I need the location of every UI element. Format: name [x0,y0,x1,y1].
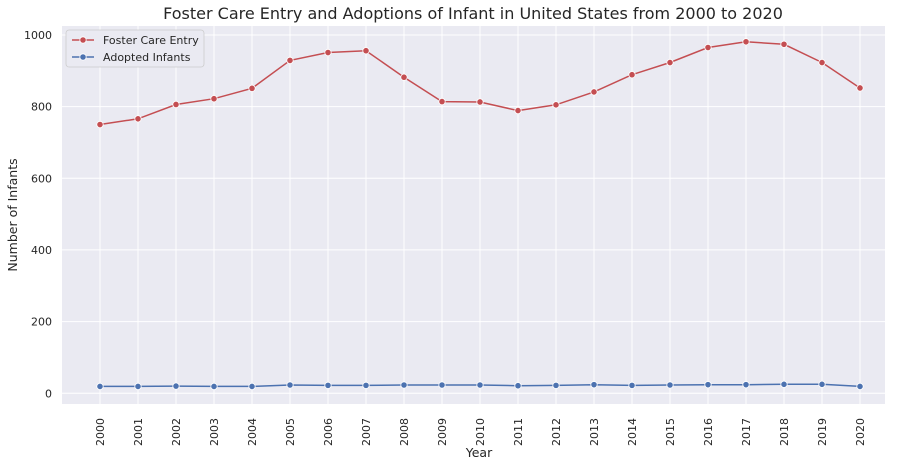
x-tick-label: 2009 [436,418,449,446]
data-point [172,382,180,390]
y-tick-label: 200 [31,316,52,329]
data-point [666,381,674,389]
data-point [628,71,636,79]
data-point [704,381,712,389]
data-point [210,95,218,103]
legend-box [65,29,205,68]
y-tick-label: 600 [31,172,52,185]
data-point [476,98,484,106]
x-tick-label: 2000 [94,418,107,446]
data-point [590,381,598,389]
legend-marker [79,36,87,44]
data-point [514,106,522,115]
data-point [552,101,560,109]
data-point [628,381,636,389]
data-point [590,88,598,96]
data-point [248,382,256,391]
x-tick-label: 2007 [360,418,373,446]
plot-area [62,26,885,404]
legend-label: Adopted Infants [103,51,191,64]
x-axis-label: Year [465,445,493,460]
data-point [856,382,864,391]
data-point [666,58,674,67]
legend: Foster Care Entry Adopted Infants [65,29,205,68]
y-tick-label: 800 [31,101,52,114]
x-tick-label: 2001 [132,418,145,446]
x-tick-label: 2017 [740,418,753,446]
x-tick-label: 2013 [588,418,601,446]
y-tick-labels: 0 200 400 600 800 1000 [24,29,52,400]
data-point [362,47,370,55]
x-tick-label: 2005 [284,418,297,446]
chart-title: Foster Care Entry and Adoptions of Infan… [163,4,783,23]
y-tick-label: 0 [45,387,52,400]
x-tick-label: 2003 [208,418,221,446]
data-point [134,115,142,123]
data-point [742,381,750,389]
data-point [704,43,712,52]
data-point [514,382,522,390]
data-point [286,381,294,389]
data-point [818,58,826,67]
data-point [362,381,370,389]
x-tick-label: 2019 [816,418,829,446]
data-point [856,84,864,92]
x-tick-label: 2004 [246,418,259,446]
x-tick-label: 2015 [664,418,677,446]
x-tick-label: 2018 [778,418,791,446]
data-point [248,84,256,92]
data-point [286,56,294,64]
x-tick-label: 2014 [626,418,639,446]
x-tick-label: 2006 [322,418,335,446]
x-tick-label: 2020 [854,418,867,446]
data-point [780,380,788,388]
data-point [134,382,142,391]
x-tick-label: 2012 [550,418,563,446]
y-tick-label: 1000 [24,29,52,42]
data-point [818,380,826,388]
data-point [96,120,104,129]
data-point [438,98,446,106]
data-point [172,100,180,109]
x-tick-label: 2011 [512,418,525,446]
x-tick-label: 2008 [398,418,411,446]
x-tick-label: 2010 [474,418,487,446]
data-point [552,381,560,389]
y-tick-label: 400 [31,244,52,257]
data-point [476,381,484,389]
x-tick-label: 2002 [170,418,183,446]
data-point [780,40,788,48]
data-point [742,38,750,46]
legend-label: Foster Care Entry [103,34,199,47]
data-point [400,381,408,389]
legend-marker [79,53,87,61]
x-tick-labels: 2000 2001 2002 2003 2004 2005 2006 2007 2008 2009… [94,418,867,446]
y-axis-label: Number of Infants [5,158,20,271]
data-point [324,381,332,389]
series-markers [96,38,864,391]
data-point [210,382,218,391]
data-point [324,48,332,57]
data-point [400,73,408,81]
x-tick-label: 2016 [702,418,715,446]
data-point [96,382,104,391]
data-point [438,381,446,389]
